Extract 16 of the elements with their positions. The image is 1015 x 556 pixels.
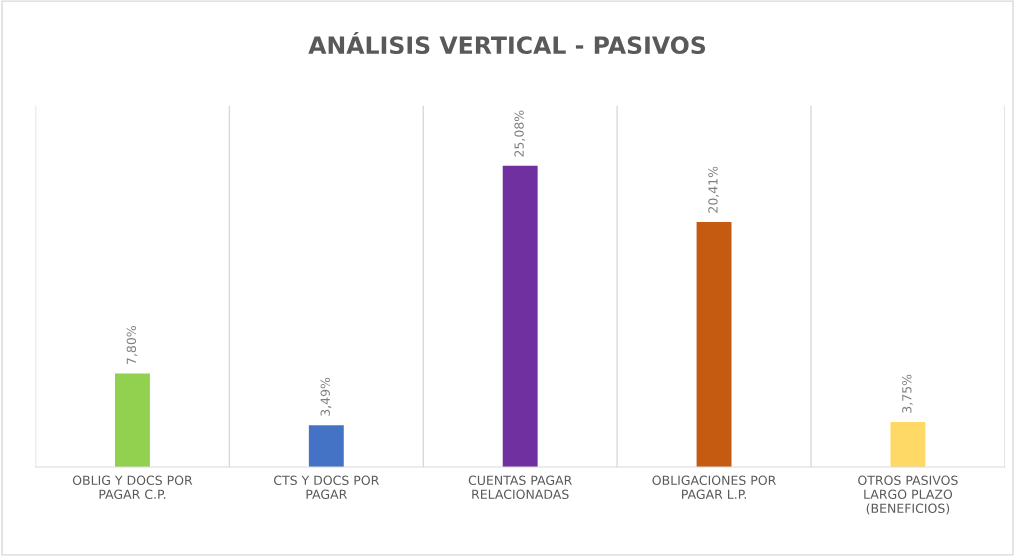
bar [502,165,538,468]
x-tick-label: OBLIGACIONES POR PAGAR L.P. [652,475,776,500]
data-label: 3,49% [320,377,332,416]
x-tick-label: CUENTAS PAGAR RELACIONADAS [468,475,572,500]
bar [308,425,344,468]
bar [696,221,732,468]
chart-title: ANÁLISIS VERTICAL - PASIVOS [308,31,706,55]
data-label: 20,41% [708,166,719,213]
x-tick-label: CTS Y DOCS POR PAGAR [274,475,379,500]
bar [890,422,926,468]
data-label: 3,75% [902,374,913,413]
bar [115,373,150,468]
data-label: 25,08% [514,110,526,157]
data-label: 7,80% [126,326,138,365]
x-tick-label: OTROS PASIVOS LARGO PLAZO (BENEFICIOS) [858,475,958,515]
x-tick-label: OBLIG Y DOCS POR PAGAR C.P. [72,475,193,500]
